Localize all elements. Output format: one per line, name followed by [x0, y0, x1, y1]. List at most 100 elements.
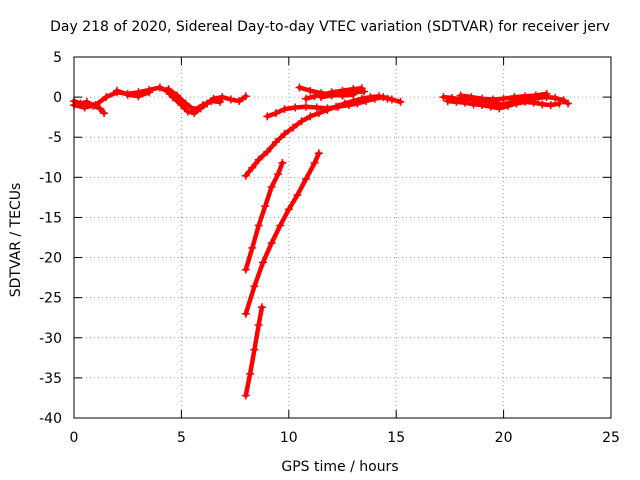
data-point	[198, 101, 207, 110]
series-trace	[243, 151, 322, 316]
data-point	[276, 221, 285, 230]
x-tick-label: 0	[70, 430, 79, 446]
data-point	[145, 88, 154, 97]
data-point	[460, 98, 469, 107]
series-arc-12	[241, 303, 266, 400]
data-point	[250, 345, 259, 354]
data-point	[559, 96, 568, 105]
data-point	[306, 112, 315, 121]
data-point	[123, 90, 132, 99]
data-point	[241, 265, 250, 274]
data-point	[310, 158, 319, 167]
data-point	[278, 158, 287, 167]
y-tick-label: -10	[39, 170, 62, 186]
data-point	[284, 205, 293, 214]
data-point	[486, 102, 495, 111]
series-trace	[243, 160, 285, 272]
data-point	[327, 88, 336, 97]
data-point	[323, 105, 332, 114]
series-arc-4	[112, 86, 154, 101]
data-point	[488, 95, 497, 104]
data-point	[529, 98, 538, 107]
data-point	[271, 109, 280, 118]
data-point	[312, 103, 321, 112]
data-point	[134, 92, 143, 101]
x-tick-label: 10	[280, 430, 298, 446]
data-point	[80, 103, 89, 112]
data-point	[469, 100, 478, 109]
data-point	[267, 239, 276, 248]
data-point	[173, 91, 182, 100]
data-point	[257, 303, 266, 312]
data-point	[235, 97, 244, 106]
plot-frame	[73, 56, 612, 419]
series-arc-9	[241, 92, 392, 180]
data-point	[510, 93, 519, 102]
data-point	[248, 163, 257, 172]
data-point	[254, 155, 263, 164]
data-point	[301, 102, 310, 111]
data-point	[248, 243, 257, 252]
data-point	[297, 117, 306, 126]
data-point	[241, 171, 250, 180]
data-point	[207, 97, 216, 106]
y-tick-label: -25	[39, 291, 62, 307]
series-arc-14	[443, 97, 564, 113]
data-points	[70, 83, 573, 400]
y-tick-label: -5	[48, 130, 62, 146]
data-point	[531, 91, 540, 100]
axis-ticks: 0 5 10 15 20 25 5 0 -5 -10 -15 -20 -25 -30 -35 -40	[39, 50, 620, 446]
data-point	[375, 92, 384, 101]
series-arc-15	[456, 89, 551, 104]
y-tick-label: -15	[39, 210, 62, 226]
data-point	[546, 101, 555, 110]
y-tick-label: -20	[39, 251, 62, 267]
data-point	[259, 258, 268, 267]
data-point	[551, 93, 560, 102]
data-point	[349, 97, 358, 106]
data-point	[82, 97, 91, 106]
data-point	[263, 112, 272, 121]
x-tick-label: 15	[387, 430, 405, 446]
data-point	[181, 99, 190, 108]
data-point	[190, 105, 199, 114]
data-point	[250, 282, 259, 291]
data-point	[503, 101, 512, 110]
data-point	[226, 95, 235, 104]
data-point	[542, 89, 551, 98]
x-axis-label: GPS time / hours	[281, 459, 398, 475]
data-point	[521, 92, 530, 101]
data-point	[314, 109, 323, 118]
data-point	[349, 85, 358, 94]
grid	[74, 57, 611, 418]
data-point	[478, 94, 487, 103]
data-point	[280, 130, 289, 139]
data-point	[357, 94, 366, 103]
data-point	[512, 99, 521, 108]
data-point	[246, 369, 255, 378]
data-point	[261, 202, 270, 211]
data-point	[155, 83, 164, 92]
series-arc-8	[301, 84, 366, 103]
y-tick-label: -40	[39, 411, 62, 427]
data-point	[254, 221, 263, 230]
chart-title: Day 218 of 2020, Sidereal Day-to-day VTE…	[50, 19, 610, 35]
data-point	[467, 93, 476, 102]
data-point	[295, 83, 304, 92]
data-point	[280, 105, 289, 114]
data-point	[263, 147, 272, 156]
data-point	[366, 93, 375, 102]
data-point	[314, 149, 323, 158]
data-point	[319, 90, 328, 99]
x-tick-label: 25	[602, 430, 620, 446]
data-point	[538, 100, 547, 109]
y-tick-label: -35	[39, 371, 62, 387]
data-point	[439, 93, 448, 102]
data-point	[495, 104, 504, 113]
data-point	[100, 109, 109, 118]
data-point	[164, 85, 173, 94]
data-point	[357, 84, 366, 93]
data-point	[301, 174, 310, 183]
y-tick-label: 0	[53, 90, 62, 106]
